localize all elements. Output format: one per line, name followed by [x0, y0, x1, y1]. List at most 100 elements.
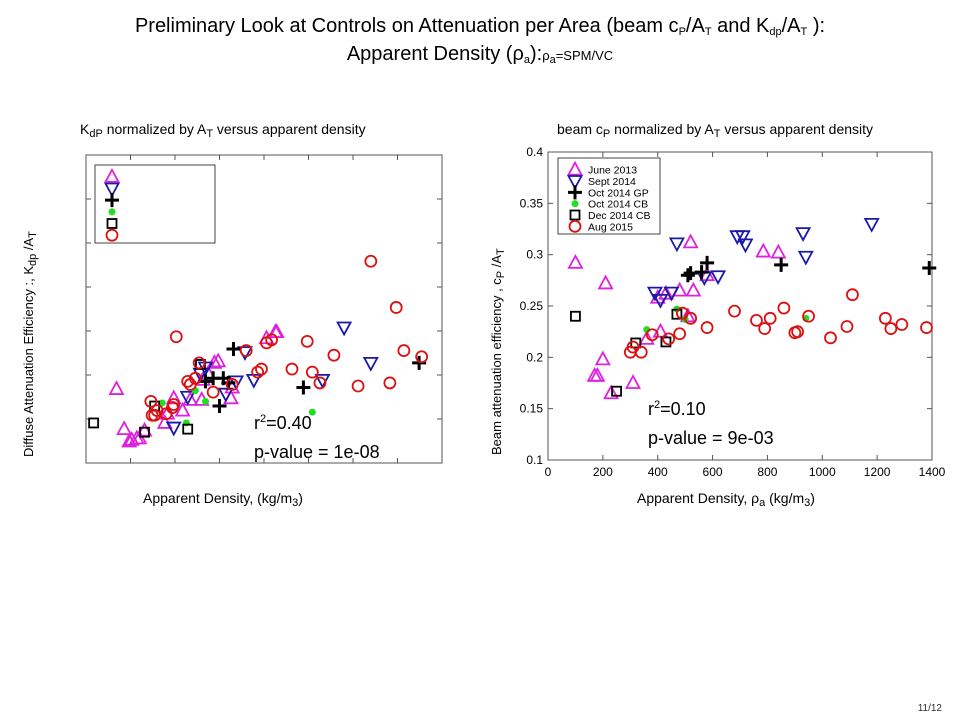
data-point [611, 385, 622, 397]
data-point [646, 286, 663, 302]
data-point [680, 268, 695, 283]
data-point [770, 243, 787, 259]
data-point [673, 327, 687, 341]
data-point [412, 355, 427, 370]
title-text: Apparent Density (ρ [346, 43, 524, 65]
data-point [174, 401, 191, 417]
right-x-axis-label: Apparent Density, ρa (kg/m3) [637, 490, 815, 509]
x-tick-label: 600 [703, 465, 723, 479]
data-point [737, 238, 754, 254]
data-point [922, 261, 937, 276]
title-text: /A [781, 15, 801, 37]
data-point [192, 356, 206, 370]
axis-label-text: (kg/m [765, 490, 805, 506]
data-point [802, 309, 815, 323]
data-point [797, 250, 814, 266]
legend-marker [568, 185, 582, 200]
data-point [728, 304, 741, 318]
y-tick-label: 0.35 [520, 196, 544, 210]
legend-marker [571, 200, 579, 208]
data-point [603, 384, 620, 400]
axis-label-sub: a [759, 497, 766, 509]
y-tick-label: 0.3 [526, 248, 543, 262]
data-point [758, 322, 772, 335]
data-point [700, 321, 714, 334]
slide-title-line2: Apparent Density (ρa):ρa=SPM/VC [0, 41, 960, 73]
title-text: ): [529, 43, 543, 65]
right-r-squared: r2=0.10 [648, 391, 774, 424]
y-tick-label: 0.1 [526, 453, 543, 467]
data-point [750, 313, 763, 327]
title-subscript: a [549, 54, 556, 66]
data-point [652, 322, 669, 338]
legend-label: Aug 2015 [588, 221, 633, 233]
data-point [116, 420, 133, 436]
x-tick-label: 1400 [919, 465, 946, 479]
data-point [327, 348, 341, 362]
panel-title-text: versus apparent density [720, 121, 874, 137]
r2-value: =0.40 [266, 413, 312, 433]
data-point [684, 311, 698, 325]
data-point [225, 378, 239, 391]
data-point [763, 311, 777, 325]
legend-marker [105, 193, 119, 208]
data-point [169, 330, 183, 344]
x-tick-label: 0 [545, 465, 552, 479]
data-point [226, 342, 241, 357]
data-point [570, 310, 581, 322]
data-point [662, 332, 676, 346]
legend-label: June 2013 [588, 165, 637, 177]
legend-marker [108, 208, 116, 216]
r2-prefix: r [648, 399, 654, 419]
legend-marker [566, 175, 584, 190]
data-point [217, 387, 234, 403]
right-plot: 0 200 400 600 800 1000 1200 1400 0.1 0.15 0.2 0.25 0… [520, 145, 946, 479]
data-point [255, 362, 268, 376]
data-point [630, 337, 642, 349]
title-text: ): [807, 15, 826, 37]
title-text: ρ [542, 48, 550, 63]
data-point [660, 336, 672, 348]
data-point [182, 390, 199, 406]
legend-label: Dec 2014 CB [588, 210, 650, 222]
data-point [397, 344, 411, 357]
data-point [265, 333, 279, 347]
panel-title-sub: P [602, 128, 611, 140]
title-subscript: a [523, 54, 530, 66]
legend-marker [103, 167, 121, 183]
r2-sup: 2 [260, 413, 267, 425]
data-point [840, 320, 854, 333]
data-point [625, 374, 642, 389]
title-text: =SPM/VC [555, 48, 614, 63]
data-point [645, 328, 659, 342]
right-panel-title: beam cP normalized by AT versus apparent… [557, 121, 873, 140]
data-point [634, 345, 648, 359]
data-point [685, 281, 702, 297]
panel-title-sub: T [713, 128, 721, 140]
y-tick-label: 0.4 [526, 145, 543, 159]
data-point [734, 230, 751, 246]
data-point [589, 366, 606, 382]
left-p-value: p-value = 1e-08 [254, 442, 380, 462]
data-point [863, 217, 880, 233]
data-point [136, 421, 153, 437]
r2-prefix: r [254, 413, 260, 433]
right-p-value: p-value = 9e-03 [648, 428, 774, 448]
x-tick-label: 200 [593, 465, 613, 479]
data-point [181, 374, 195, 388]
data-point [663, 286, 680, 302]
left-x-axis-label: Apparent Density, (kg/m3) [143, 490, 303, 509]
data-point [700, 255, 715, 270]
legend-marker [103, 182, 121, 198]
y-tick-label: 0.2 [526, 350, 543, 364]
data-point [139, 426, 150, 438]
legend-marker [566, 160, 584, 176]
panel-title-sub: dP [89, 128, 103, 140]
data-point [920, 321, 933, 334]
data-point [308, 408, 316, 416]
title-subscript: T [704, 26, 712, 38]
panel-title-text: beam c [557, 121, 603, 137]
data-point [694, 265, 709, 280]
data-point [895, 318, 909, 331]
